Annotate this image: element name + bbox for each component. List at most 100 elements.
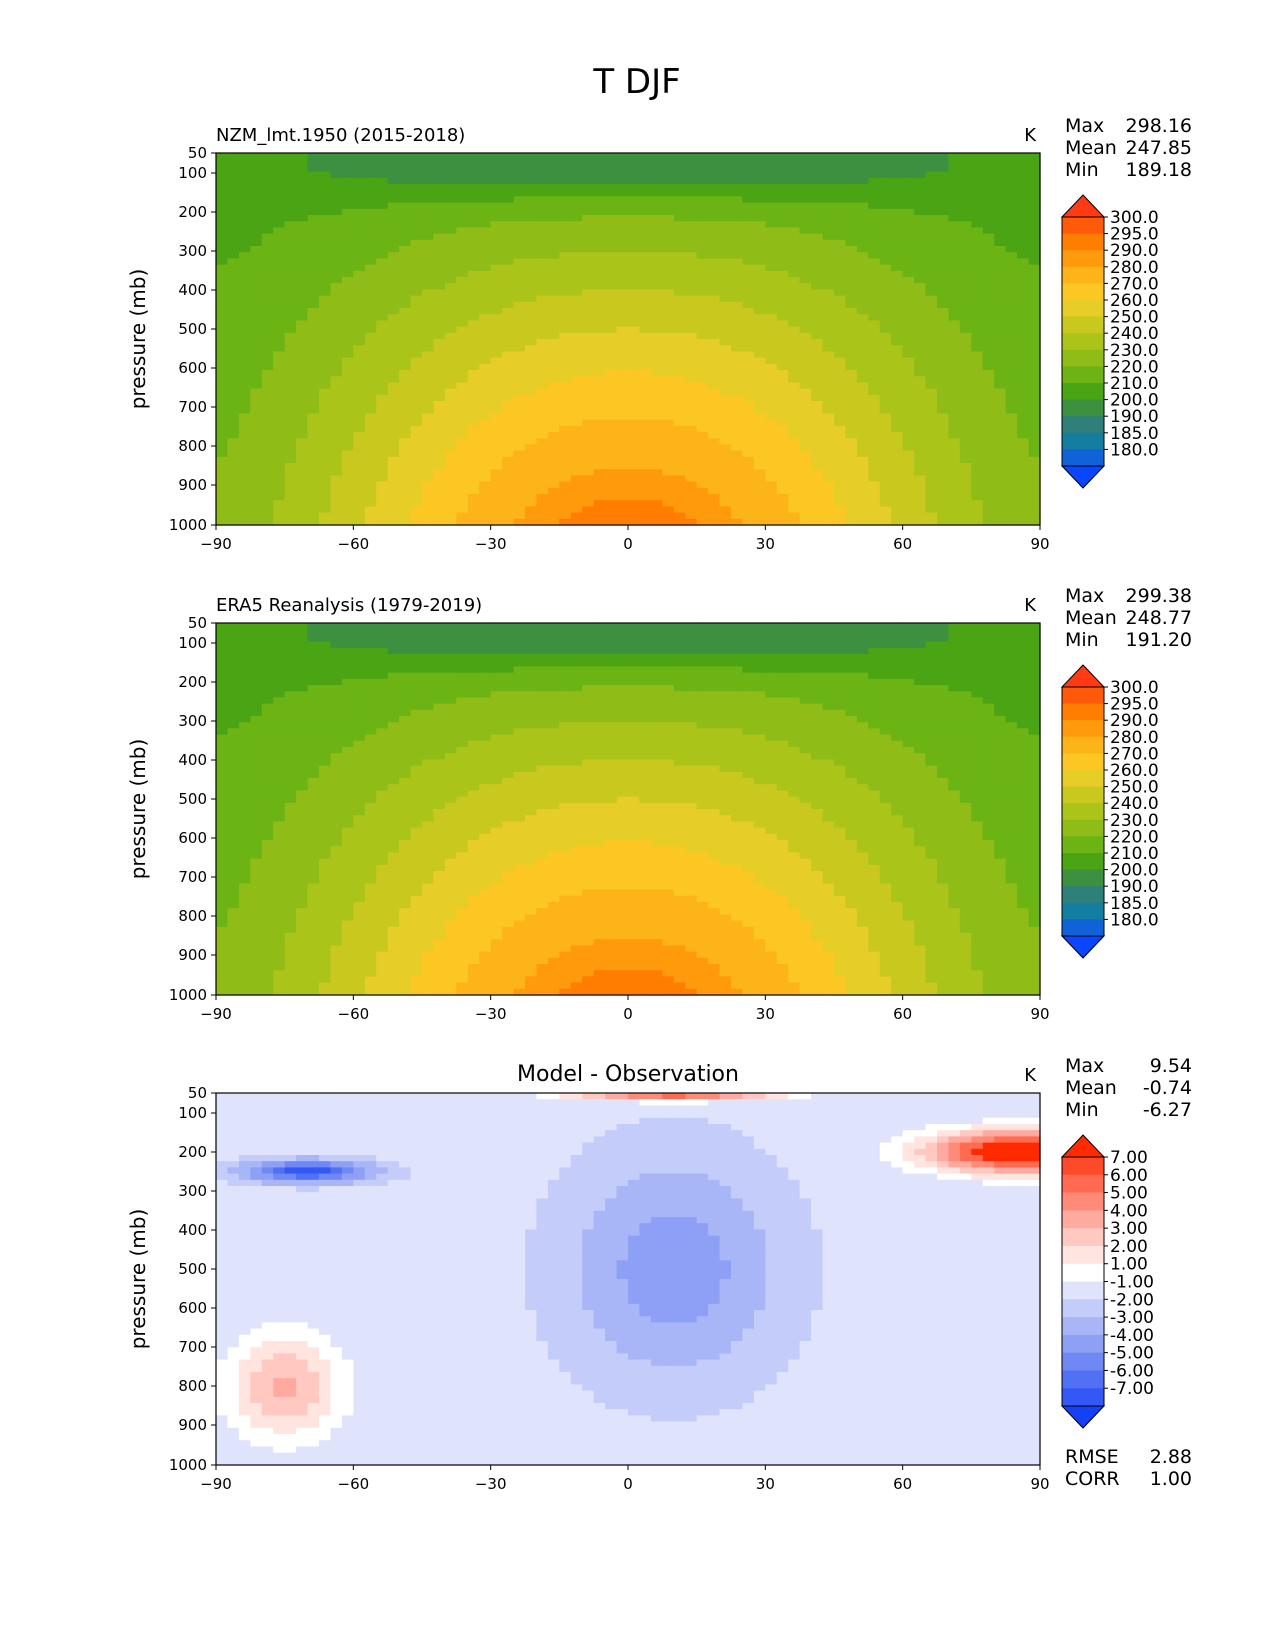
field-cell (628, 252, 641, 259)
field-cell (490, 351, 503, 359)
field-cell (834, 413, 847, 421)
field-cell (261, 475, 274, 483)
field-cell (925, 432, 938, 439)
field-cell (273, 320, 286, 328)
field-cell (456, 444, 469, 452)
colorbar-swatch (1062, 266, 1104, 284)
field-cell (971, 463, 984, 470)
field-cell (662, 463, 675, 470)
field-cell (845, 202, 858, 210)
field-cell (547, 388, 560, 396)
field-cell (250, 790, 263, 798)
field-cell (284, 165, 297, 173)
field-cell (593, 277, 606, 284)
field-cell (719, 487, 732, 495)
field-cell (422, 221, 435, 228)
field-cell (284, 487, 297, 495)
field-cell (845, 351, 858, 359)
field-cell (525, 456, 538, 464)
field-cell (868, 289, 881, 297)
field-cell (605, 481, 618, 489)
field-cell (456, 382, 469, 390)
field-cell (296, 382, 309, 390)
field-cell (422, 500, 435, 507)
field-cell (513, 339, 526, 346)
field-cell (868, 401, 881, 408)
field-cell (433, 283, 446, 290)
field-cell (948, 184, 961, 191)
field-cell (811, 444, 824, 452)
field-cell (250, 716, 263, 723)
field-cell (582, 413, 595, 421)
field-cell (742, 345, 755, 352)
field-cell (261, 221, 274, 228)
field-cell (696, 401, 709, 408)
x-tick-label: −30 (475, 535, 507, 553)
field-cell (513, 351, 526, 359)
field-cell (685, 456, 698, 464)
field-cell (319, 320, 332, 328)
field-cell (513, 363, 526, 371)
field-cell (387, 450, 400, 458)
field-cell (559, 221, 572, 228)
field-cell (593, 456, 606, 464)
field-cell (776, 401, 789, 408)
field-cell (513, 184, 526, 191)
field-cell (593, 394, 606, 402)
field-cell (570, 487, 583, 495)
field-cell (708, 388, 721, 396)
field-cell (273, 722, 286, 729)
field-cell (547, 233, 560, 241)
field-cell (868, 413, 881, 421)
field-cell (250, 518, 263, 526)
field-cell (399, 153, 412, 160)
field-cell (559, 153, 572, 160)
field-cell (273, 177, 286, 185)
field-cell (284, 394, 297, 402)
field-cell (261, 320, 274, 328)
field-cell (822, 283, 835, 290)
field-cell (353, 500, 366, 507)
field-cell (834, 438, 847, 445)
field-cell (570, 382, 583, 390)
field-cell (868, 363, 881, 371)
field-cell (879, 487, 892, 495)
field-cell (238, 500, 251, 507)
field-cell (799, 227, 812, 235)
field-cell (433, 320, 446, 328)
y-tick-label: 400 (178, 281, 207, 299)
field-cell (891, 518, 904, 526)
field-cell (353, 345, 366, 352)
field-cell (856, 215, 869, 222)
field-cell (868, 370, 881, 377)
field-cell (891, 481, 904, 489)
field-cell (296, 339, 309, 346)
field-cell (536, 177, 549, 185)
field-cell (1028, 208, 1041, 216)
field-cell (788, 506, 801, 514)
field-cell (845, 159, 858, 166)
field-cell (776, 196, 789, 204)
field-cell (536, 159, 549, 166)
field-cell (982, 469, 995, 476)
field-cell (536, 506, 549, 514)
field-cell (719, 239, 732, 247)
field-cell (307, 215, 320, 222)
field-cell (788, 301, 801, 309)
field-cell (296, 481, 309, 489)
field-cell (994, 246, 1007, 253)
field-cell (536, 444, 549, 452)
field-cell (341, 277, 354, 284)
field-cell (502, 401, 515, 408)
field-cell (559, 208, 572, 216)
field-cell (307, 233, 320, 241)
field-cell (216, 635, 229, 643)
field-cell (319, 858, 332, 866)
field-cell (467, 258, 480, 266)
field-cell (937, 469, 950, 476)
field-cell (376, 425, 389, 433)
field-cell (982, 425, 995, 433)
field-cell (1028, 494, 1041, 501)
field-cell (330, 202, 343, 210)
field-cell (216, 277, 229, 284)
